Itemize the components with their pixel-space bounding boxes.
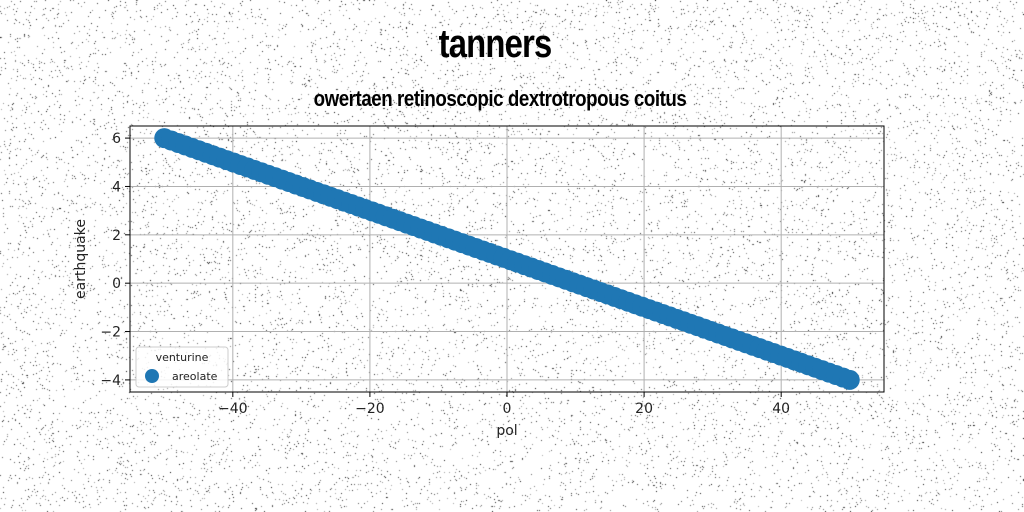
legend-title: venturine (156, 351, 209, 364)
y-tick-label: 0 (112, 276, 121, 292)
y-tick-label: −4 (100, 373, 121, 389)
y-tick-label: 2 (112, 228, 121, 244)
y-tick-label: −2 (100, 325, 121, 341)
x-tick-label: 40 (772, 401, 790, 417)
chart-subtitle: owertaen retinoscopic dextrotropous coit… (313, 86, 687, 111)
x-tick-label: 0 (503, 401, 512, 417)
chart-title: tanners (438, 22, 553, 66)
x-tick-label: 20 (635, 401, 653, 417)
legend-box (135, 346, 229, 388)
legend: venturine areolate (135, 346, 229, 388)
data-point (839, 369, 860, 390)
y-axis-label: earthquake (73, 219, 89, 299)
legend-marker (145, 369, 159, 383)
y-tick-label: 6 (112, 131, 121, 147)
x-tick-label: −20 (355, 401, 385, 417)
x-tick-label: −40 (218, 401, 248, 417)
legend-label-areolate: areolate (172, 370, 218, 383)
series-points (154, 128, 860, 390)
x-axis-label: pol (496, 423, 517, 439)
y-tick-label: 4 (112, 179, 121, 195)
